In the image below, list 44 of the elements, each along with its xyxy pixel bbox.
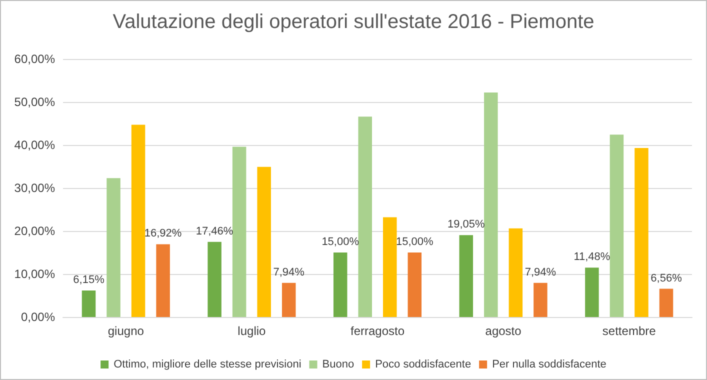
bar [358,116,372,317]
bar [131,124,146,317]
chart-title: Valutazione degli operatori sull'estate 2016 - Piemonte [112,11,594,33]
bar [508,228,523,317]
bar [383,217,397,317]
y-tick-label: 50,00% [14,95,56,109]
data-label: 6,56% [650,272,682,284]
legend-label: Buono [322,358,354,370]
bar [282,282,296,317]
data-label: 7,94% [273,266,305,278]
data-label: 6,15% [73,274,105,286]
bar [156,244,170,317]
bar [534,282,548,317]
data-label: 16,92% [144,228,182,240]
y-tick-label: 30,00% [14,181,56,195]
bar [408,252,422,317]
x-tick-label: settembre [602,324,656,338]
legend-label: Ottimo, migliore delle stesse previsioni [114,358,302,370]
bar [659,288,674,317]
bar [610,134,624,317]
x-tick-label: agosto [485,324,522,338]
y-tick-label: 10,00% [14,267,56,281]
bar [333,252,348,317]
x-tick-label: luglio [238,324,266,338]
x-tick-label: giugno [108,324,144,338]
bar [484,92,498,317]
bar [634,148,648,317]
bar [106,178,120,317]
bar [208,242,222,317]
y-tick-label: 20,00% [14,224,56,238]
bar [82,290,96,317]
y-tick-label: 40,00% [14,138,56,152]
y-tick-label: 60,00% [14,52,56,66]
x-tick-label: ferragosto [350,324,405,338]
data-label: 11,48% [574,251,610,264]
bar [585,268,599,317]
data-label: 19,05% [447,218,486,231]
bar [232,146,246,317]
legend-label: Poco soddisfacente [375,358,472,370]
bar [257,166,271,317]
bar [459,235,474,317]
y-tick-label: 0,00% [20,310,56,324]
data-label: 7,94% [524,266,556,278]
legend-label: Per nulla soddisfacente [492,358,606,370]
